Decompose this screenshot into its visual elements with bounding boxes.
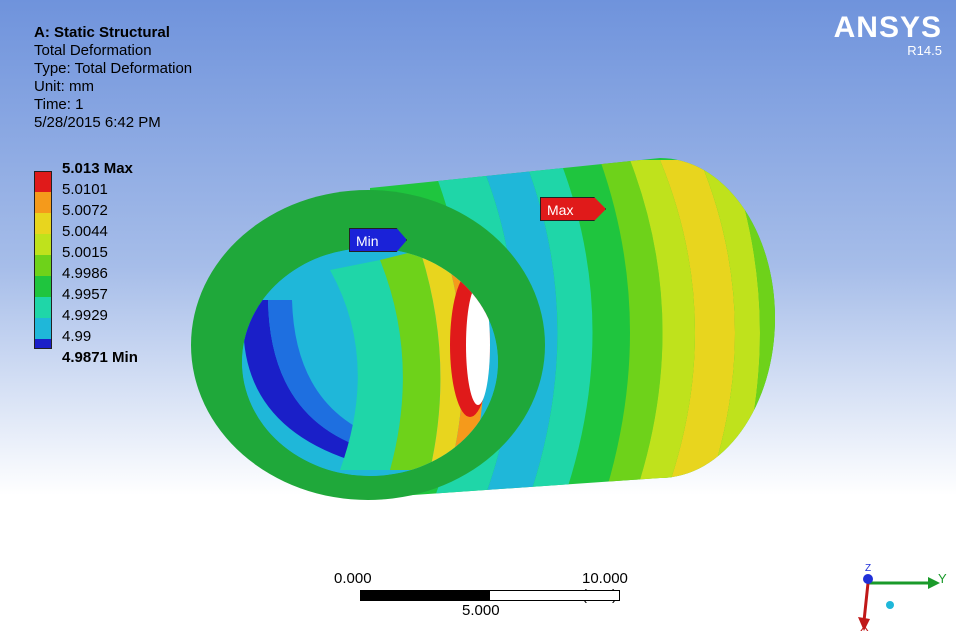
max-probe-text: Max [547,202,574,218]
result-type: Type: Total Deformation [34,60,193,77]
legend-swatch [34,192,52,213]
legend-label: 4.9871 Min [62,349,138,366]
scale-mid-label: 5.000 [462,602,500,619]
triad-y-label: Y [938,571,947,586]
legend-swatch [34,339,52,349]
legend-label: 5.0015 [62,244,108,261]
legend-item: 5.013 Max [34,160,194,192]
legend-item: 5.0101 [34,181,194,213]
legend-swatch [34,318,52,339]
legend-item: 5.0015 [34,244,194,276]
brand-block: ANSYS R14.5 [834,12,942,58]
result-header: A: Static Structural Total Deformation T… [34,24,192,132]
result-name: Total Deformation [34,42,152,59]
scale-bar-graphic [360,590,620,601]
legend-swatch [34,276,52,297]
scale-left-label: 0.000 [334,570,372,587]
max-probe-label[interactable]: Max [540,197,606,221]
legend-label: 4.9986 [62,265,108,282]
result-time: Time: 1 [34,96,84,113]
ansys-logo: ANSYS [833,11,942,44]
legend-item: 4.9986 [34,265,194,297]
legend-label: 5.0101 [62,181,108,198]
legend-label: 5.013 Max [62,160,133,177]
bore-interior [242,248,498,476]
axis-triad[interactable]: Y Z X [850,563,950,635]
legend-item: 5.0044 [34,223,194,255]
legend-swatch [34,255,52,276]
legend-item: 4.9929 [34,307,194,339]
legend-label: 5.0044 [62,223,108,240]
triad-icon [858,574,940,631]
analysis-title: A: Static Structural [34,24,170,41]
legend-swatch [34,171,52,192]
legend-label: 4.9929 [62,307,108,324]
result-timestamp: 5/28/2015 6:42 PM [34,114,161,131]
legend-label: 4.99 [62,328,92,345]
legend-item: 4.9871 Min [34,349,194,370]
legend-item: 4.99 [34,328,194,349]
scale-bar: 0.000 10.000 (mm) 5.000 [330,568,660,628]
result-unit: Unit: mm [34,78,94,95]
legend-item: 4.9957 [34,286,194,318]
legend-item: 5.0072 [34,202,194,234]
legend-label: 5.0072 [62,202,108,219]
min-probe-text: Min [356,233,379,249]
version-label: R14.5 [907,43,942,58]
legend-swatch [34,297,52,318]
triad-x-label: X [860,619,869,634]
legend-swatch [34,234,52,255]
legend-label: 4.9957 [62,286,108,303]
triad-z-label: Z [865,563,872,574]
legend-swatch [34,213,52,234]
min-probe-label[interactable]: Min [349,228,407,252]
